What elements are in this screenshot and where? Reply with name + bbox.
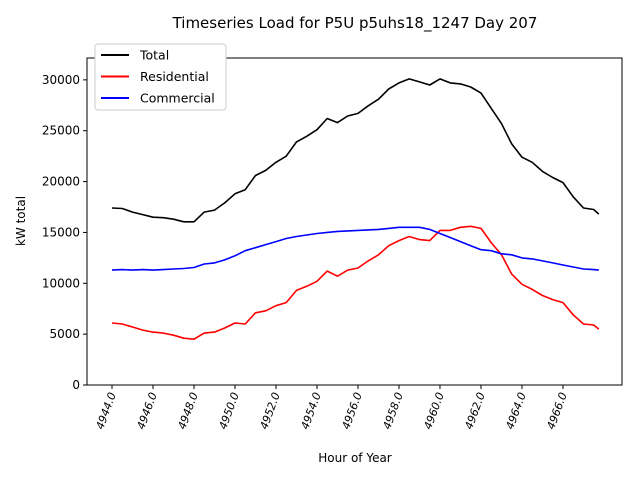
x-tick-label: 4960.0 (421, 391, 446, 432)
chart-title: Timeseries Load for P5U p5uhs18_1247 Day… (172, 14, 538, 33)
legend-label-residential: Residential (140, 69, 209, 84)
x-tick-label: 4944.0 (93, 391, 118, 432)
x-tick-label: 4946.0 (134, 391, 159, 432)
legend-label-commercial: Commercial (140, 91, 215, 106)
y-axis-label: kW total (14, 196, 28, 246)
x-tick-label: 4966.0 (544, 391, 569, 432)
x-tick-label: 4950.0 (216, 391, 241, 432)
series-group (111, 78, 600, 340)
axes: 4944.0 4946.0 4948.0 4950.0 4952.0 4954.0 4956… (42, 57, 623, 432)
y-tick-label: 25000 (42, 124, 80, 138)
legend-label-total: Total (139, 48, 169, 63)
x-tick-label: 4958.0 (380, 391, 405, 432)
y-tick-label: 5000 (49, 327, 80, 341)
y-tick-label: 10000 (42, 276, 80, 290)
series-line-total (111, 78, 600, 223)
y-tick-label: 20000 (42, 175, 80, 189)
y-tick-label: 15000 (42, 225, 80, 239)
legend-box (94, 43, 227, 111)
x-tick-label: 4952.0 (257, 391, 282, 432)
x-tick-label: 4956.0 (339, 391, 364, 432)
x-tick-label: 4948.0 (175, 391, 200, 432)
x-tick-label: 4954.0 (298, 391, 323, 432)
x-tick-label: 4964.0 (503, 391, 528, 432)
plot-frame (86, 57, 623, 386)
series-line-commercial (111, 226, 599, 271)
series-line-residential (111, 225, 600, 340)
x-axis-label: Hour of Year (318, 451, 392, 465)
legend: Total Residential Commercial (94, 43, 227, 111)
x-tick-label: 4962.0 (462, 391, 487, 432)
y-tick-label: 30000 (42, 73, 80, 87)
y-tick-label: 0 (72, 378, 80, 392)
